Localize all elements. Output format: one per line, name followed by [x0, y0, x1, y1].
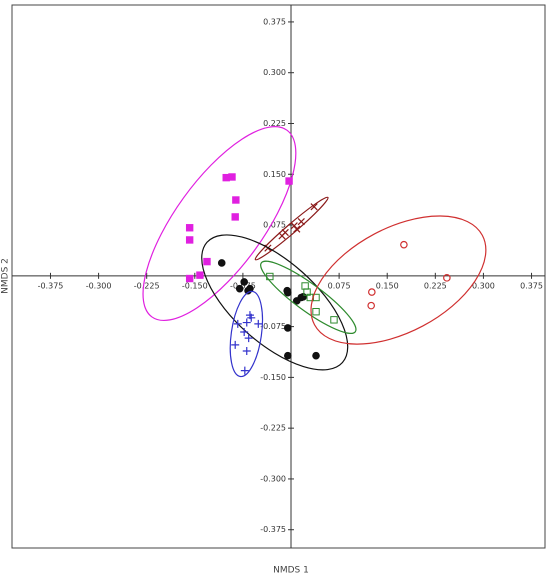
point: [233, 319, 242, 328]
point: [292, 297, 301, 305]
point: [185, 236, 194, 244]
point: [443, 274, 451, 282]
y-tick-label: -0.375: [260, 525, 286, 534]
point: [232, 196, 240, 204]
confidence-ellipse: [142, 126, 297, 322]
y-tick-label: -0.300: [260, 474, 286, 483]
y-tick-label: -0.225: [260, 424, 286, 433]
y-tick-label: 0.375: [263, 17, 286, 26]
point: [312, 351, 320, 360]
x-tick-label: -0.150: [182, 281, 208, 290]
point: [196, 271, 204, 279]
point: [284, 324, 292, 332]
x-tick-label: -0.225: [134, 281, 160, 290]
point: [285, 177, 293, 185]
x-tick-label: 0.225: [424, 281, 447, 290]
point: [284, 288, 292, 297]
point: [185, 274, 194, 283]
point: [368, 288, 376, 296]
point: [240, 278, 248, 286]
point: [299, 293, 307, 301]
point: [240, 366, 249, 375]
point: [367, 301, 375, 310]
confidence-ellipse: [260, 260, 357, 334]
point: [228, 173, 236, 181]
y-tick-label: 0.300: [263, 68, 286, 77]
x-tick-label: -0.075: [230, 281, 256, 290]
confidence-ellipse: [310, 215, 487, 345]
point: [293, 225, 301, 233]
y-axis-title: NMDS 2: [1, 258, 11, 294]
y-tick-label: 0.150: [263, 170, 286, 179]
point: [203, 257, 211, 266]
point: [231, 213, 239, 221]
point: [235, 284, 244, 293]
point: [266, 272, 274, 281]
point: [242, 346, 251, 355]
point: [281, 228, 289, 237]
confidence-ellipse: [201, 234, 349, 371]
point: [297, 218, 305, 226]
point: [310, 203, 318, 211]
point: [284, 351, 292, 360]
x-axis-title: NMDS 1: [273, 566, 309, 576]
point: [330, 316, 338, 324]
point: [242, 318, 251, 327]
plot-frame: [11, 4, 546, 549]
point: [244, 334, 253, 343]
point: [247, 313, 256, 322]
y-tick-label: 0.225: [263, 119, 286, 128]
x-tick-label: -0.375: [38, 281, 64, 290]
point: [185, 224, 194, 232]
x-tick-label: 0.150: [376, 281, 399, 290]
y-tick-label: -0.150: [260, 373, 286, 382]
point: [240, 328, 249, 337]
point: [217, 259, 226, 267]
point: [254, 319, 263, 328]
y-tick-label: -0.075: [260, 322, 286, 331]
point: [312, 308, 320, 316]
x-tick-label: 0.375: [520, 281, 543, 290]
x-tick-label: 0.300: [472, 281, 495, 290]
y-tick-label: 0.075: [263, 221, 286, 230]
point: [231, 340, 240, 349]
point: [301, 282, 309, 290]
confidence-ellipse: [229, 290, 264, 378]
x-tick-label: -0.300: [86, 281, 112, 290]
x-tick-label: 0.075: [328, 281, 351, 290]
point: [400, 240, 408, 249]
